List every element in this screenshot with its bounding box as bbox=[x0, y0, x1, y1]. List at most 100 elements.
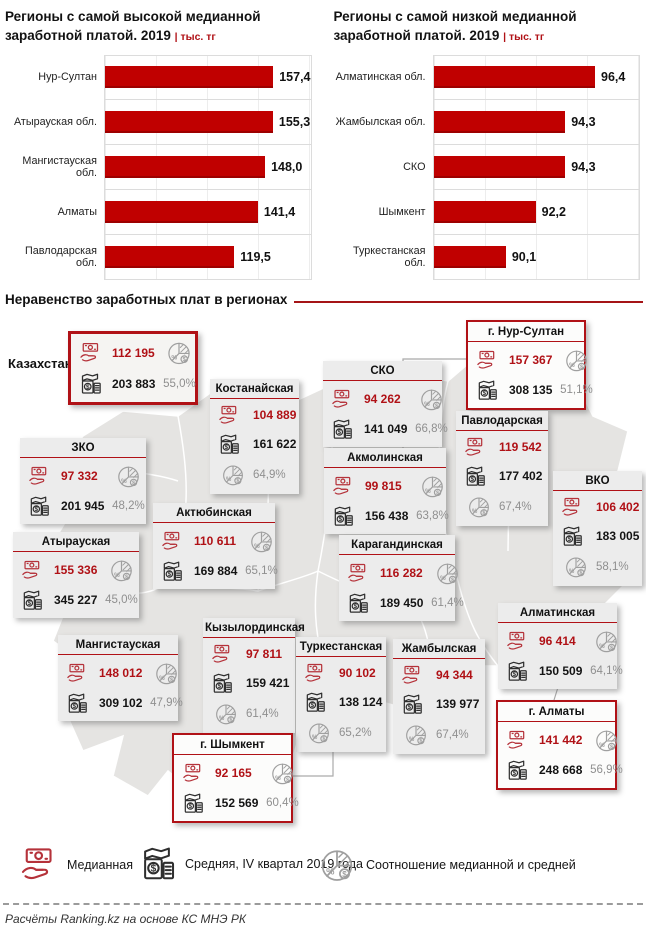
region-name: Акмолинская bbox=[324, 448, 446, 468]
region-name: Костанайская bbox=[210, 379, 299, 399]
median-icon bbox=[330, 388, 353, 411]
bar-row: Алматинская обл. 96,4 bbox=[334, 54, 640, 100]
average-icon bbox=[138, 845, 176, 883]
chart-unit: | тыс. тг bbox=[174, 30, 216, 43]
bar bbox=[105, 66, 274, 89]
legend-label: Средняя, IV квартал 2019 года bbox=[185, 856, 364, 871]
average-icon bbox=[463, 465, 486, 488]
ratio-value: 64,9% bbox=[253, 468, 286, 481]
bar-cell: 92,2 bbox=[432, 189, 640, 235]
ratio-icon bbox=[563, 347, 590, 374]
median-icon bbox=[210, 643, 233, 666]
average-icon bbox=[20, 589, 43, 612]
ratio-icon bbox=[317, 845, 357, 885]
card-sko: СКО 94 262 141 049 66,8% bbox=[323, 360, 448, 447]
median-value: 96 414 bbox=[539, 634, 576, 649]
region-name: Туркестанская bbox=[296, 637, 386, 657]
bar-value: 94,3 bbox=[571, 114, 596, 129]
average-icon bbox=[560, 525, 583, 548]
card-vko: ВКО 106 402 183 005 58,1% bbox=[553, 470, 642, 586]
average-icon bbox=[505, 759, 528, 782]
card-kostanay: Костанайская 104 889 161 622 64,9% bbox=[210, 378, 299, 494]
bar bbox=[105, 155, 266, 178]
median-value: 116 282 bbox=[380, 566, 423, 581]
card-pavlodar: Павлодарская 119 542 177 402 67,4% bbox=[456, 410, 548, 526]
bar bbox=[433, 245, 506, 268]
chart-title: Регионы с самой низкой медианной заработ… bbox=[334, 8, 641, 46]
card-mangystau: Мангистауская 148 012 309 102 47,9% bbox=[58, 634, 183, 721]
median-icon bbox=[505, 729, 528, 752]
average-value: 177 402 bbox=[499, 469, 543, 484]
ratio-value: 45,0% bbox=[105, 594, 138, 607]
card-nur-sultan: г. Нур-Султан 157 367 308 135 51,1% bbox=[466, 319, 593, 410]
card-kazakhstan: 112 195 203 883 55,0% bbox=[68, 330, 198, 405]
average-icon bbox=[160, 560, 183, 583]
bar bbox=[433, 200, 536, 223]
ratio-value: 61,4% bbox=[246, 707, 279, 720]
median-value: 92 165 bbox=[215, 766, 252, 781]
median-icon bbox=[65, 662, 88, 685]
chart-plot: Алматинская обл. 96,4 Жамбылская обл. 94,3… bbox=[334, 54, 640, 280]
average-value: 161 622 bbox=[253, 437, 297, 452]
region-name: Карагандинская bbox=[339, 535, 455, 555]
median-icon bbox=[463, 436, 486, 459]
bar-value: 157,4 bbox=[279, 70, 311, 85]
average-icon bbox=[78, 372, 102, 396]
category-label: Нур-Султан bbox=[38, 71, 97, 84]
ratio-icon bbox=[418, 386, 445, 413]
card-turkestan: Туркестанская 90 102 138 124 65,2% bbox=[296, 636, 386, 752]
median-value: 155 336 bbox=[54, 563, 98, 578]
median-icon bbox=[505, 630, 528, 653]
bar-row: Алматы 141,4 bbox=[5, 189, 312, 235]
card-kyzylorda: Кызылординская 97 811 159 421 61,4% bbox=[203, 617, 305, 733]
region-name: г. Нур-Султан bbox=[468, 322, 584, 342]
bar-cell: 94,3 bbox=[432, 144, 640, 190]
bar bbox=[433, 155, 566, 178]
category-label: Алматинская обл. bbox=[335, 71, 426, 84]
region-name: Атырауская bbox=[13, 532, 139, 552]
ratio-value: 67,4% bbox=[499, 500, 532, 513]
bar-value: 96,4 bbox=[601, 70, 626, 85]
median-icon bbox=[400, 664, 423, 687]
ratio-icon bbox=[108, 557, 135, 584]
legend-label: Соотношение медианной и средней bbox=[366, 857, 576, 872]
card-aktobe: Актюбинская 110 611 169 884 65,1% bbox=[153, 502, 278, 589]
ratio-value: 65,1% bbox=[245, 565, 278, 578]
ratio-value: 47,9% bbox=[150, 697, 183, 710]
ratio-icon bbox=[403, 722, 429, 748]
bar-row: Жамбылская обл. 94,3 bbox=[334, 99, 640, 145]
average-icon bbox=[331, 505, 354, 528]
ratio-icon bbox=[306, 720, 332, 746]
average-icon bbox=[303, 691, 326, 714]
card-karaganda: Карагандинская 116 282 189 450 61,4% bbox=[339, 534, 464, 621]
average-value: 150 509 bbox=[539, 664, 583, 679]
average-icon bbox=[505, 660, 528, 683]
region-name: Актюбинская bbox=[153, 503, 275, 523]
card-shymkent: г. Шымкент 92 165 152 569 60,4% bbox=[172, 732, 299, 823]
category-label: Мангистауская обл. bbox=[22, 155, 97, 180]
category-label: Шымкент bbox=[378, 206, 426, 219]
legend-item-average: Средняя, IV квартал 2019 года bbox=[138, 845, 363, 883]
ratio-value: 56,9% bbox=[590, 764, 623, 777]
average-icon bbox=[330, 418, 353, 441]
region-name: Павлодарская bbox=[456, 411, 548, 431]
median-icon bbox=[160, 530, 183, 553]
region-name: Жамбылская bbox=[393, 639, 485, 659]
ratio-value: 55,0% bbox=[163, 377, 196, 390]
average-value: 203 883 bbox=[112, 376, 156, 391]
median-icon bbox=[346, 562, 369, 585]
chart-plot: Нур-Султан 157,4 Атырауская обл. 155,3 Ман… bbox=[5, 54, 312, 280]
average-icon bbox=[217, 433, 240, 456]
ratio-value: 64,1% bbox=[590, 665, 623, 678]
ratio-icon bbox=[153, 660, 180, 687]
average-icon bbox=[475, 379, 498, 402]
card-atyrau: Атырауская 155 336 345 227 45,0% bbox=[13, 531, 139, 618]
ratio-value: 61,4% bbox=[431, 597, 464, 610]
bar-row: Туркестанская обл. 90,1 bbox=[334, 234, 640, 280]
average-value: 248 668 bbox=[539, 763, 583, 778]
map-area: Казахстан 112 195 203 883 55,0% СКО 94 2… bbox=[0, 309, 646, 827]
category-label: Туркестанская обл. bbox=[352, 245, 426, 270]
legend-label: Медианная bbox=[67, 857, 133, 872]
ratio-icon bbox=[593, 727, 620, 754]
bar-value: 155,3 bbox=[278, 114, 311, 129]
